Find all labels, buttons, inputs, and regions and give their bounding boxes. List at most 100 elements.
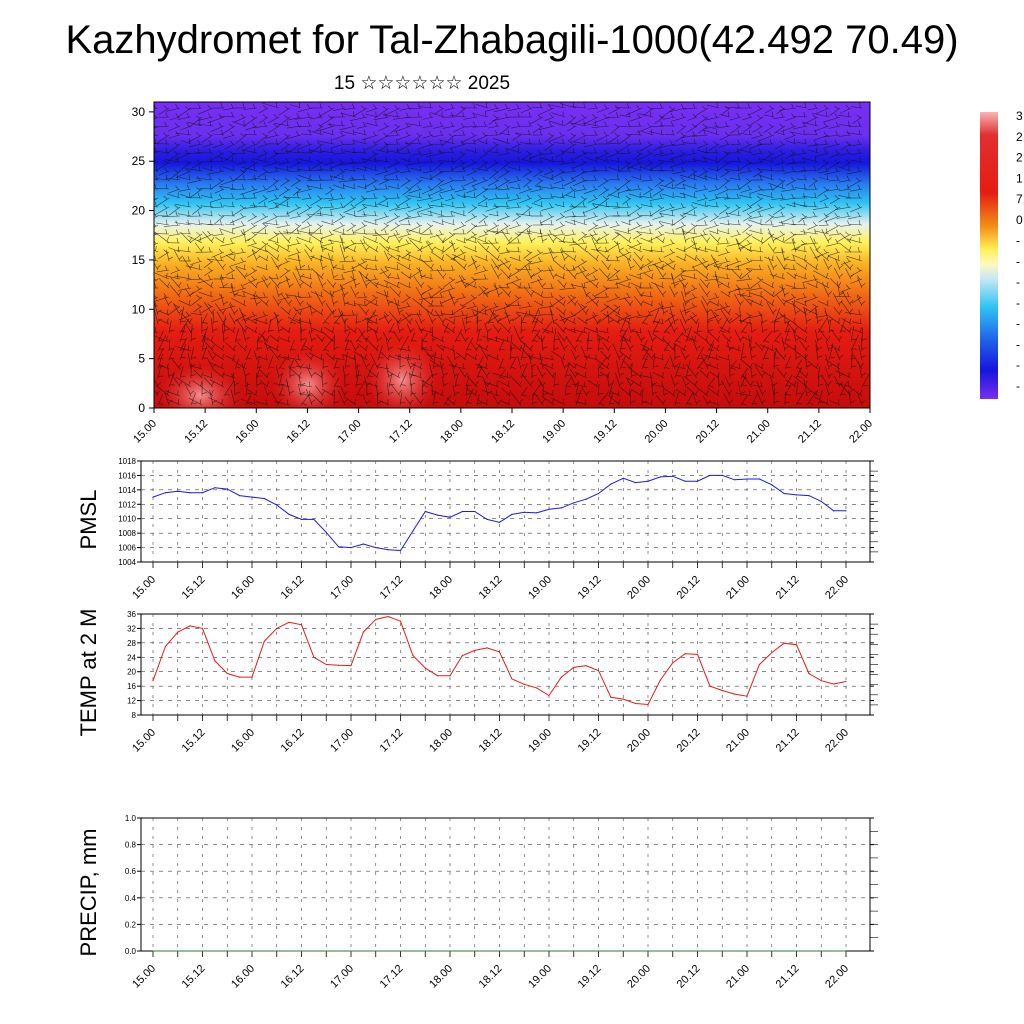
wind-barb-flag xyxy=(758,131,762,136)
wind-barb-flag xyxy=(574,254,577,260)
wind-barb-flag xyxy=(438,168,443,173)
wind-barb-flag xyxy=(640,300,644,305)
wind-barb-flag xyxy=(779,230,784,236)
wind-barb-flag xyxy=(598,393,604,395)
wind-barb-flag xyxy=(528,129,530,135)
wind-barb-flag xyxy=(685,237,690,241)
wind-barb-flag xyxy=(257,347,263,349)
wind-barb-flag xyxy=(779,149,784,155)
wind-barb-flag xyxy=(674,355,680,358)
wind-barb-flag xyxy=(804,174,806,180)
wind-barb-flag xyxy=(231,193,234,199)
wind-barb-flag xyxy=(746,159,751,164)
data-point xyxy=(362,631,364,633)
wind-barb-flag xyxy=(782,237,785,243)
wind-barb-flag xyxy=(603,104,608,109)
wind-barb-flag xyxy=(680,203,684,208)
wind-barb-flag xyxy=(802,292,806,298)
wind-barb xyxy=(841,290,852,307)
wind-barb-flag xyxy=(163,159,168,164)
wind-barb-flag xyxy=(285,148,288,154)
data-point xyxy=(437,514,439,516)
wind-barb-flag xyxy=(746,239,751,245)
wind-barb-flag xyxy=(449,176,453,182)
wind-barb-flag xyxy=(772,255,774,261)
colorbar-label: 1 xyxy=(1016,171,1023,185)
y-tick-label: 0.2 xyxy=(125,920,137,929)
wind-barb-flag xyxy=(355,365,361,368)
wind-barb-flag xyxy=(265,299,269,305)
wind-barb-flag xyxy=(384,266,388,271)
wind-barb-flag xyxy=(477,376,483,378)
wind-barb-flag xyxy=(504,168,509,173)
wind-barb-flag xyxy=(189,390,195,395)
wind-barb-flag xyxy=(592,294,597,299)
y-tick-label: 32 xyxy=(127,624,136,633)
wind-barb-flag xyxy=(496,354,499,360)
x-tick-label: 17.00 xyxy=(328,963,356,991)
wind-barb-flag xyxy=(340,193,343,199)
wind-barb-flag xyxy=(652,336,657,341)
wind-barb-flag xyxy=(255,282,259,287)
wind-barb-flag xyxy=(574,363,577,369)
wind-barb-flag xyxy=(527,301,531,307)
wind-barb-flag xyxy=(741,384,747,386)
wind-barb-flag xyxy=(783,300,787,305)
wind-barb-flag xyxy=(636,222,641,227)
wind-barb-flag xyxy=(537,267,542,272)
wind-barb-flag xyxy=(416,222,421,227)
wind-barb xyxy=(803,378,808,397)
wind-barb-flag xyxy=(343,318,349,322)
wind-barb-flag xyxy=(450,211,453,217)
wind-barb-flag xyxy=(668,106,673,110)
wind-barb-flag xyxy=(396,111,398,117)
wind-barb-flag xyxy=(331,147,333,153)
wind-barb-flag xyxy=(726,193,729,198)
wind-barb-flag xyxy=(339,159,343,164)
data-point xyxy=(300,624,303,626)
wind-barb-flag xyxy=(174,122,179,127)
wind-barb-flag xyxy=(702,105,707,110)
wind-barb-flag xyxy=(443,372,448,376)
wind-barb-flag xyxy=(779,105,784,110)
wind-barb-flag xyxy=(627,121,630,127)
data-point xyxy=(313,656,315,658)
wind-barb-flag xyxy=(521,394,527,397)
wind-barb xyxy=(616,360,621,379)
wind-barb-flag xyxy=(791,157,795,163)
wind-barb-flag xyxy=(191,338,197,340)
wind-barb-flag xyxy=(847,291,849,297)
wind-barb-flag xyxy=(243,299,246,305)
wind-barb-flag xyxy=(637,113,641,118)
wind-barb-flag xyxy=(486,245,490,251)
data-point xyxy=(659,476,662,478)
data-point xyxy=(239,676,241,678)
wind-barb xyxy=(553,179,566,184)
wind-barb-flag xyxy=(804,138,806,144)
wind-barb-flag xyxy=(181,330,187,333)
wind-barb-flag xyxy=(780,211,784,217)
wind-barb-flag xyxy=(155,174,157,180)
data-point xyxy=(647,703,649,706)
wind-barb-flag xyxy=(163,195,168,200)
wind-barb-flag xyxy=(605,246,607,252)
wind-barb-flag xyxy=(296,238,300,244)
wind-barb-flag xyxy=(251,185,255,190)
wind-barb-flag xyxy=(394,159,399,164)
wind-barb-flag xyxy=(350,239,355,244)
wind-barb-flag xyxy=(735,123,740,128)
wind-barb-flag xyxy=(549,203,553,208)
wind-barb-flag xyxy=(218,194,223,199)
wind-barb-flag xyxy=(530,344,533,350)
wind-barb-flag xyxy=(603,285,608,290)
wind-barb-flag xyxy=(460,249,464,254)
wind-barb-flag xyxy=(530,291,535,296)
wind-barb-flag xyxy=(451,265,454,271)
wind-barb-flag xyxy=(344,383,350,386)
wind-barb-flag xyxy=(532,321,539,323)
wind-barb-flag xyxy=(437,178,443,182)
wind-barb-flag xyxy=(471,204,476,209)
wind-barb-flag xyxy=(465,327,470,331)
data-point xyxy=(338,664,340,666)
wind-barb-flag xyxy=(475,380,479,386)
